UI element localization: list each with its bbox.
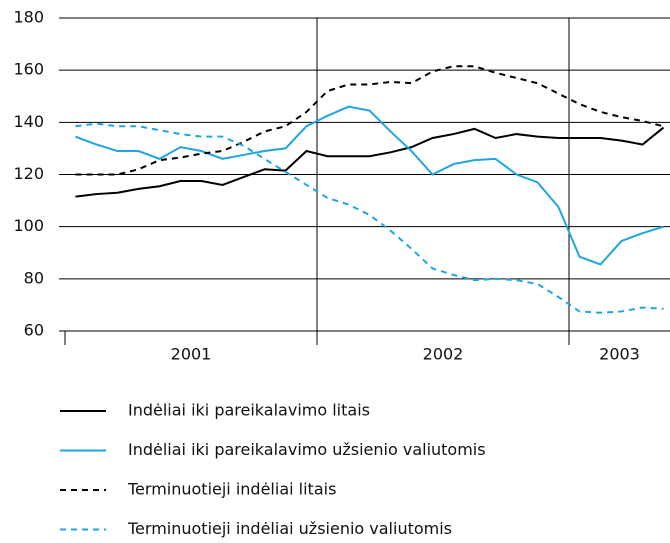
y-tick-label: 120 — [13, 164, 44, 183]
series-line — [75, 122, 664, 314]
x-group-label: 2001 — [171, 345, 212, 364]
y-tick-label: 80 — [24, 268, 44, 287]
y-tick-label: 160 — [13, 60, 44, 79]
y-tick-label: 100 — [13, 216, 44, 235]
y-tick-label: 180 — [13, 8, 44, 27]
legend-label: Indėliai iki pareikalavimo litais — [128, 401, 370, 420]
x-group-label: 2003 — [599, 345, 640, 364]
y-tick-label: 140 — [13, 112, 44, 131]
x-group-label: 2002 — [423, 345, 464, 364]
y-tick-label: 60 — [24, 321, 44, 340]
series-line — [75, 65, 664, 176]
series-line — [75, 105, 664, 266]
legend-label: Terminuotieji indėliai užsienio valiutom… — [127, 519, 452, 538]
legend-label: Indėliai iki pareikalavimo užsienio vali… — [128, 440, 486, 459]
series-line — [75, 126, 665, 198]
legend-label: Terminuotieji indėliai litais — [127, 480, 336, 499]
